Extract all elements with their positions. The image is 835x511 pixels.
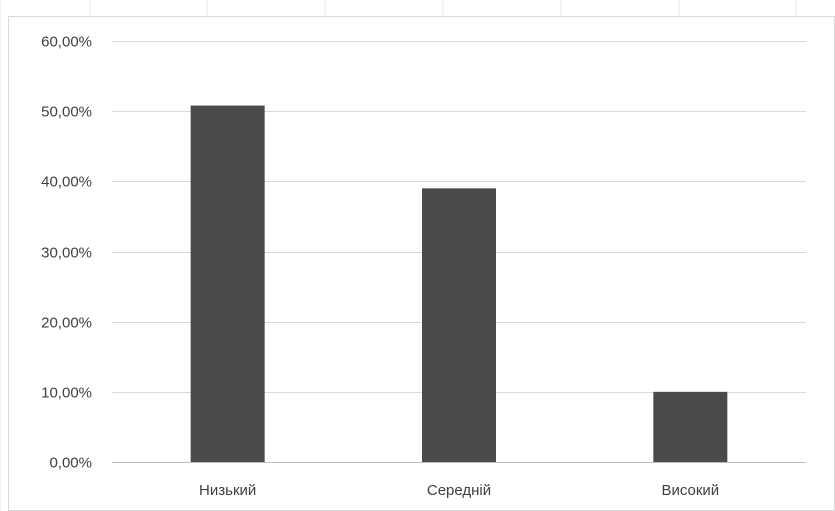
x-category-label: Високий bbox=[661, 482, 719, 499]
bar bbox=[190, 105, 265, 462]
y-tick-label: 40,00% bbox=[41, 174, 92, 191]
y-tick-label: 30,00% bbox=[41, 245, 92, 262]
y-tick-label: 50,00% bbox=[41, 104, 92, 121]
y-axis-tick-labels: 0,00% 10,00% 20,00% 30,00% 40,00% 50,00% 60,00… bbox=[41, 34, 92, 472]
spreadsheet-gridlines bbox=[0, 0, 797, 511]
bar bbox=[653, 391, 728, 462]
y-tick-label: 20,00% bbox=[41, 315, 92, 332]
x-axis-category-labels: Низький Середній Високий bbox=[199, 482, 719, 499]
y-tick-label: 0,00% bbox=[49, 455, 92, 472]
bar-series bbox=[190, 105, 728, 462]
x-category-label: Низький bbox=[199, 482, 256, 499]
y-tick-label: 60,00% bbox=[41, 34, 92, 51]
x-category-label: Середній bbox=[427, 482, 491, 499]
y-tick-label: 10,00% bbox=[41, 385, 92, 402]
bar bbox=[422, 188, 496, 462]
